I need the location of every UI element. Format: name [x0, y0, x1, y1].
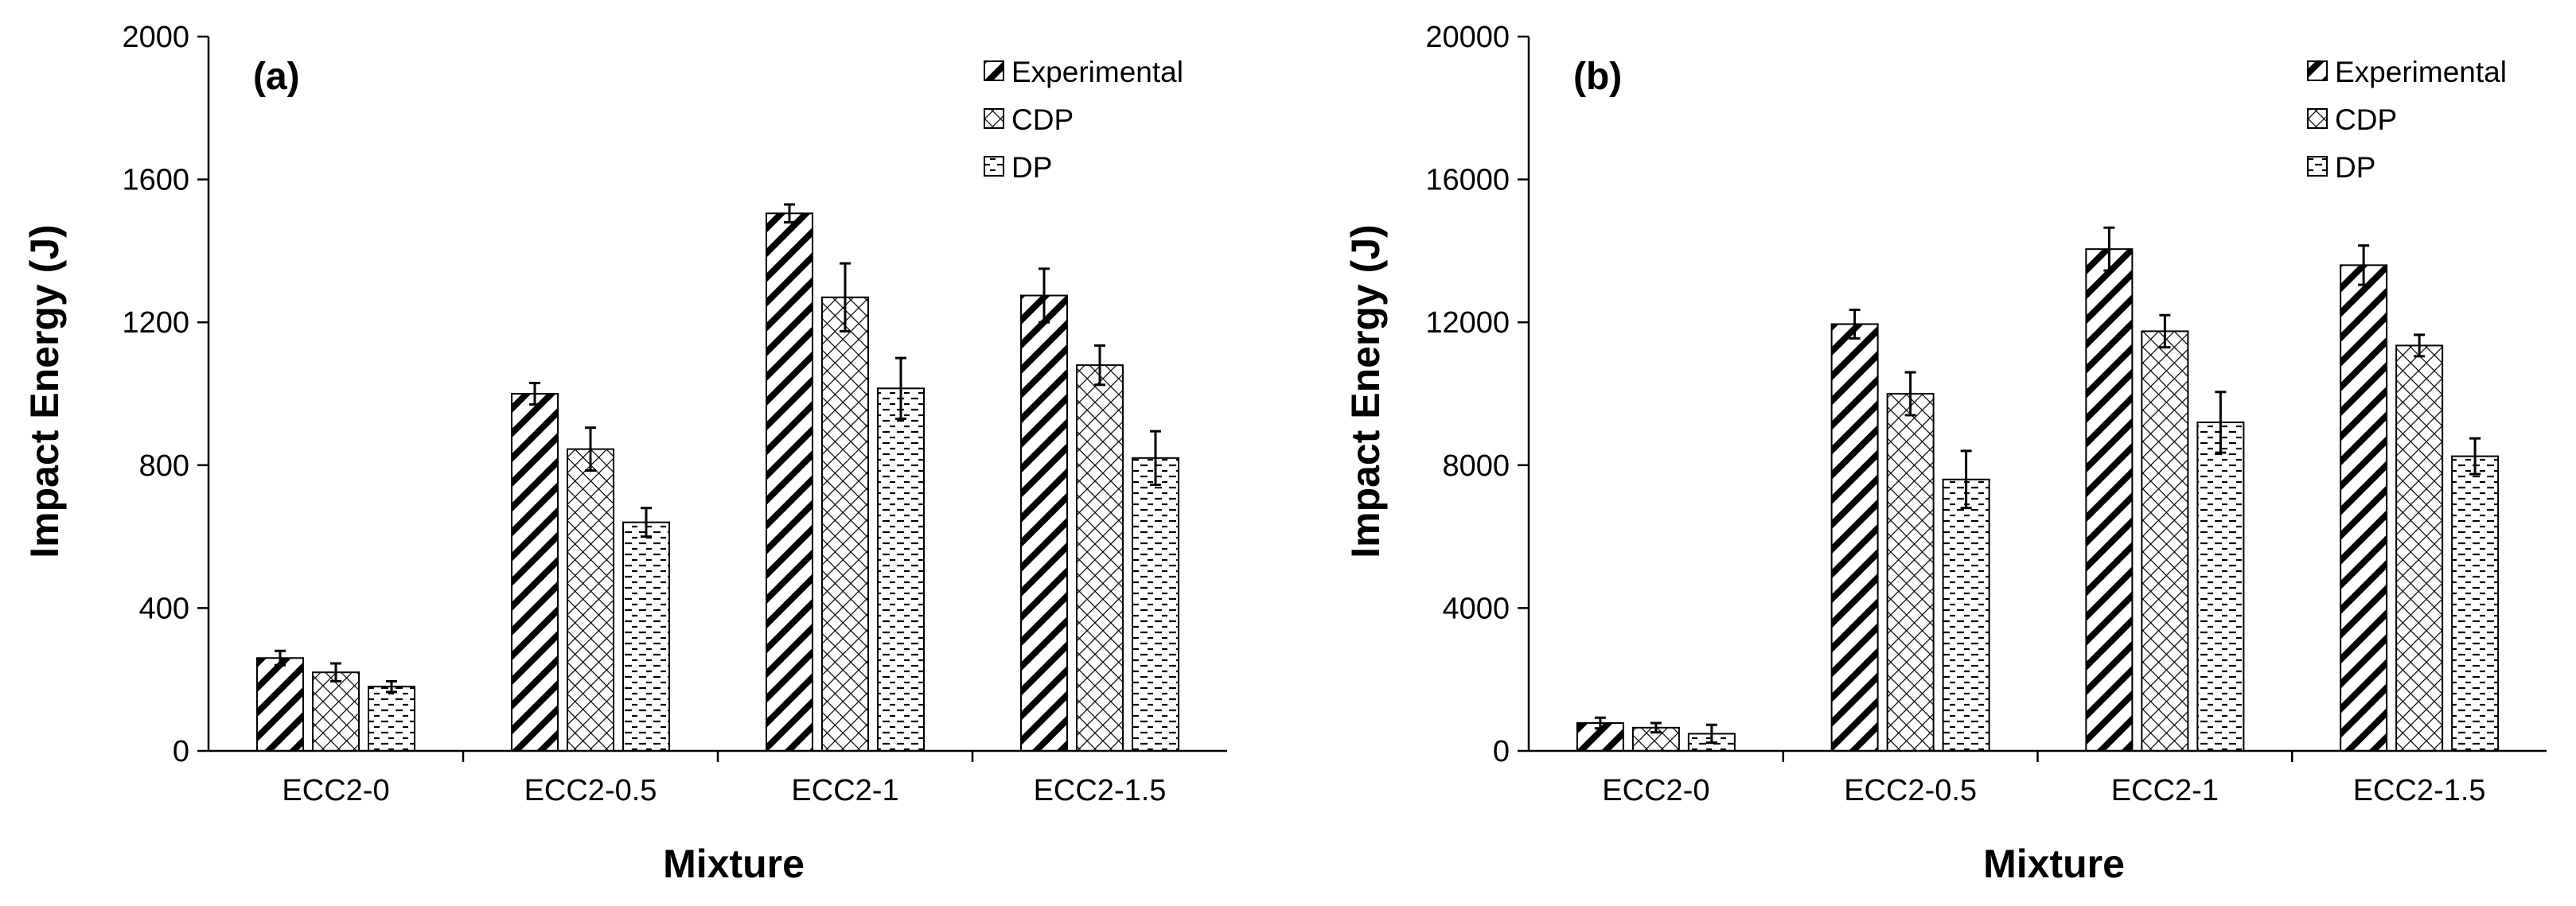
error-bar-dp-ecc2-1	[2215, 391, 2227, 454]
y-tick-label: 4000	[1442, 592, 1510, 625]
legend-label-cdp: CDP	[2335, 103, 2397, 136]
chart-panel-b: (b) Impact Energy (J) Mixture 0 4000 8000 1…	[1343, 21, 2547, 886]
axes	[1527, 37, 2547, 752]
bars	[256, 212, 1179, 752]
error-bar-cdp-ecc2-0-5	[585, 426, 596, 472]
bar-cdp-ecc2-0	[312, 671, 360, 752]
bar-cdp-ecc2-0-5	[567, 448, 614, 752]
legend-swatch-experimental	[2307, 60, 2328, 81]
legend: Experimental CDP DP	[2307, 56, 2507, 184]
error-bar-dp-ecc2-0	[386, 679, 397, 694]
x-axis-ticks: ECC2-0 ECC2-0.5 ECC2-1 ECC2-1.5	[282, 751, 1166, 807]
bars	[1576, 248, 2500, 752]
x-tick-label: ECC2-1	[2111, 774, 2219, 807]
x-tick-label: ECC2-1	[791, 774, 898, 807]
y-tick-label: 0	[1493, 735, 1510, 768]
y-axis-title: Impact Energy (J)	[22, 224, 67, 558]
error-bar-cdp-ecc2-0	[330, 662, 341, 682]
error-bars	[275, 203, 1161, 694]
bar-dp-ecc2-0-5	[622, 521, 670, 752]
error-bar-cdp-ecc2-1	[2159, 313, 2171, 349]
error-bars	[1594, 226, 2481, 745]
bar-cdp-ecc2-1	[821, 296, 869, 752]
bar-experimental-ecc2-1	[2085, 248, 2134, 752]
x-axis-title: Mixture	[1983, 842, 2125, 886]
legend-swatch-experimental	[984, 60, 1004, 81]
legend-label-experimental: Experimental	[1011, 56, 1183, 88]
error-bar-cdp-ecc2-1-5	[2414, 333, 2426, 358]
y-axis-ticks: 0 400 800 1200 1600 2000	[122, 21, 208, 768]
panel-label: (b)	[1573, 56, 1622, 98]
error-bar-dp-ecc2-1-5	[1150, 430, 1161, 486]
y-tick-label: 0	[173, 735, 189, 768]
y-tick-label: 16000	[1425, 164, 1510, 197]
x-tick-label: ECC2-0	[1602, 774, 1709, 807]
x-tick-label: ECC2-1.5	[1034, 774, 1167, 807]
chart-panel-a: (a) Impact Energy (J) Mixture 0 400 800 120…	[22, 21, 1227, 886]
bar-experimental-ecc2-0-5	[1830, 323, 1879, 752]
error-bar-cdp-ecc2-0	[1650, 721, 1662, 734]
error-bar-experimental-ecc2-0-5	[529, 382, 540, 406]
bar-dp-ecc2-1	[877, 387, 925, 752]
y-axis-title: Impact Energy (J)	[1343, 224, 1388, 558]
bar-experimental-ecc2-0	[256, 657, 304, 752]
bar-experimental-ecc2-1-5	[1020, 294, 1068, 752]
y-tick-label: 800	[139, 449, 189, 483]
error-bar-experimental-ecc2-0	[1594, 716, 1606, 730]
bar-cdp-ecc2-1	[2141, 330, 2189, 752]
error-bar-dp-ecc2-0-5	[641, 507, 652, 539]
bar-cdp-ecc2-0-5	[1886, 393, 1935, 752]
bar-cdp-ecc2-1-5	[2395, 344, 2444, 752]
error-bar-experimental-ecc2-1-5	[2358, 244, 2370, 286]
error-bar-experimental-ecc2-1-5	[1039, 267, 1050, 324]
legend-label-dp: DP	[2335, 151, 2375, 184]
y-tick-label: 20000	[1425, 21, 1510, 54]
legend-label-experimental: Experimental	[2335, 56, 2507, 88]
legend: Experimental CDP DP	[984, 56, 1183, 184]
error-bar-experimental-ecc2-0-5	[1849, 308, 1861, 340]
error-bar-experimental-ecc2-0	[275, 649, 286, 667]
error-bar-cdp-ecc2-0-5	[1904, 371, 1916, 417]
axes	[207, 37, 1227, 752]
error-bar-dp-ecc2-1	[895, 356, 906, 420]
y-tick-label: 2000	[122, 21, 189, 54]
legend-swatch-cdp	[2307, 108, 2328, 129]
y-tick-label: 400	[139, 592, 189, 625]
y-axis-ticks: 0 4000 8000 12000 16000 20000	[1425, 21, 1529, 768]
error-bar-cdp-ecc2-1-5	[1094, 344, 1105, 387]
legend-label-cdp: CDP	[1011, 103, 1074, 136]
y-tick-label: 1200	[122, 306, 189, 340]
panel-label: (a)	[253, 56, 300, 98]
error-bar-experimental-ecc2-1	[784, 203, 795, 224]
bar-dp-ecc2-0-5	[1942, 478, 1990, 752]
legend-label-dp: DP	[1011, 151, 1052, 184]
x-axis-title: Mixture	[663, 842, 805, 886]
legend-swatch-dp	[984, 156, 1004, 177]
y-tick-label: 12000	[1425, 306, 1510, 340]
x-axis-ticks: ECC2-0 ECC2-0.5 ECC2-1 ECC2-1.5	[1602, 751, 2486, 807]
error-bar-experimental-ecc2-1	[2103, 226, 2115, 272]
x-tick-label: ECC2-1.5	[2353, 774, 2486, 807]
y-tick-label: 1600	[122, 164, 189, 197]
bar-experimental-ecc2-1-5	[2340, 264, 2388, 752]
x-tick-label: ECC2-0.5	[1844, 774, 1977, 807]
bar-dp-ecc2-1	[2196, 421, 2245, 752]
y-tick-label: 8000	[1442, 449, 1510, 483]
x-tick-label: ECC2-0.5	[524, 774, 657, 807]
bar-dp-ecc2-1-5	[1132, 457, 1179, 752]
error-bar-dp-ecc2-0	[1705, 723, 1717, 745]
error-bar-cdp-ecc2-1	[840, 262, 851, 332]
error-bar-dp-ecc2-1-5	[2469, 437, 2481, 476]
bar-experimental-ecc2-0-5	[511, 393, 559, 752]
x-tick-label: ECC2-0	[282, 774, 389, 807]
bar-experimental-ecc2-1	[766, 212, 813, 752]
bar-cdp-ecc2-1-5	[1076, 364, 1124, 752]
legend-swatch-dp	[2307, 156, 2328, 177]
error-bar-dp-ecc2-0-5	[1960, 449, 1972, 510]
bar-dp-ecc2-0	[368, 686, 415, 752]
legend-swatch-cdp	[984, 108, 1004, 129]
bar-dp-ecc2-1-5	[2451, 455, 2500, 752]
